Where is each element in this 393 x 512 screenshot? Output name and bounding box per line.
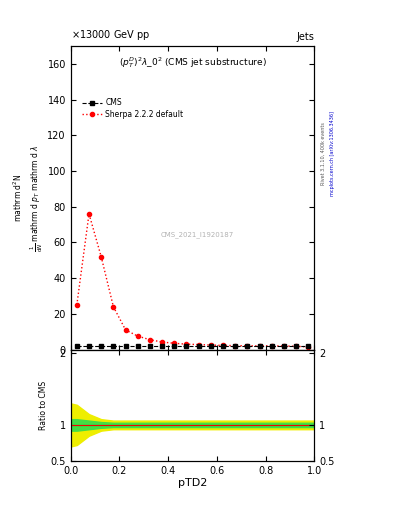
X-axis label: pTD2: pTD2 xyxy=(178,478,207,488)
Y-axis label: mathrm d$^2$N
$\frac{1}{\mathrm{d}N}$ mathrm d $p_T$ mathrm d $\lambda$: mathrm d$^2$N $\frac{1}{\mathrm{d}N}$ ma… xyxy=(12,144,44,251)
Text: CMS_2021_I1920187: CMS_2021_I1920187 xyxy=(161,231,234,238)
Y-axis label: Ratio to CMS: Ratio to CMS xyxy=(39,380,48,430)
Text: $(p_T^D)^2\lambda\_0^2$ (CMS jet substructure): $(p_T^D)^2\lambda\_0^2$ (CMS jet substru… xyxy=(119,55,266,70)
Legend: CMS, Sherpa 2.2.2 default: CMS, Sherpa 2.2.2 default xyxy=(79,95,187,122)
Text: Jets: Jets xyxy=(297,32,314,41)
Text: $\times$13000 GeV pp: $\times$13000 GeV pp xyxy=(71,28,150,41)
Text: mcplots.cern.ch [arXiv:1306.3436]: mcplots.cern.ch [arXiv:1306.3436] xyxy=(330,111,335,196)
Text: Rivet 3.1.10, 400k events: Rivet 3.1.10, 400k events xyxy=(320,122,325,185)
